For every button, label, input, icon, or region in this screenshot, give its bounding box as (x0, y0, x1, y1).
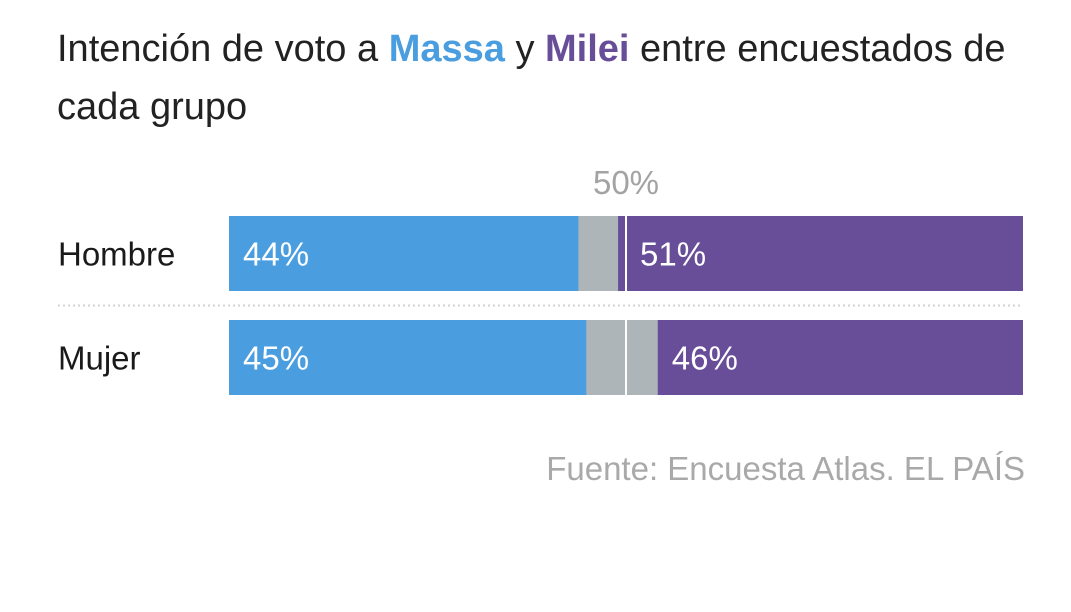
bar-milei-hombre (618, 216, 1023, 291)
category-label-mujer: Mujer (58, 340, 141, 377)
title-text-3: entre encuestados de cada grupo (57, 28, 1006, 128)
data-label-milei-hombre: 51% (640, 236, 706, 273)
reference-label-50: 50% (593, 164, 659, 201)
bar-milei-mujer (657, 320, 1023, 395)
title-text-1: Intención de voto a (57, 28, 389, 70)
bar-massa-mujer (229, 320, 587, 395)
data-label-massa-mujer: 45% (243, 340, 309, 377)
category-label-hombre: Hombre (58, 236, 175, 273)
title-text-2: y (504, 28, 546, 70)
data-label-massa-hombre: 44% (243, 236, 309, 273)
bar-massa-hombre (229, 216, 579, 291)
title-massa: Massa (388, 28, 505, 70)
data-label-milei-mujer: 46% (672, 340, 738, 377)
chart-title: Intención de voto a Massa y Milei entre … (57, 20, 1017, 136)
title-milei: Milei (545, 28, 630, 70)
source-note: Fuente: Encuesta Atlas. EL PAÍS (546, 450, 1025, 487)
